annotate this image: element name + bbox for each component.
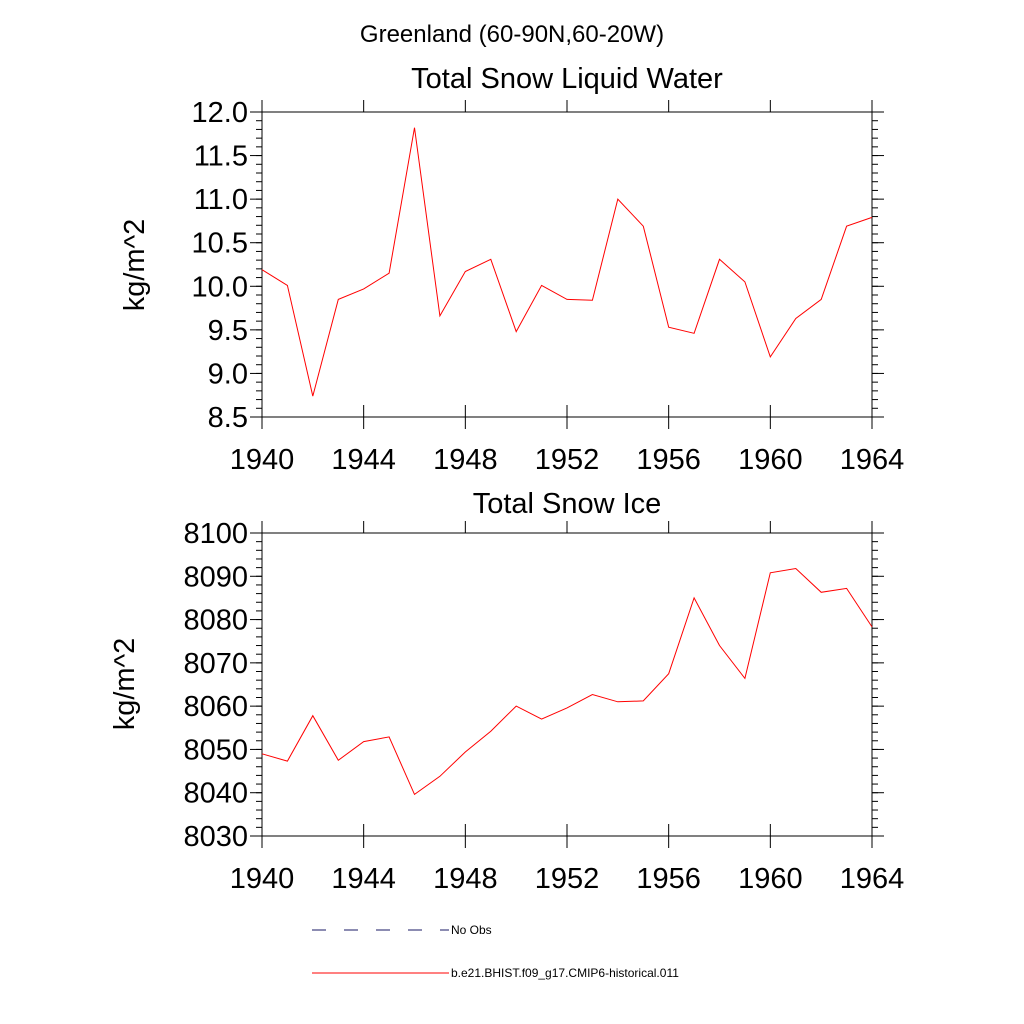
y-tick-label: 8070 xyxy=(183,648,248,680)
chart-suptitle: Greenland (60-90N,60-20W) xyxy=(360,21,664,48)
y-tick-label: 9.5 xyxy=(208,315,248,347)
y-tick-label: 8080 xyxy=(183,605,248,637)
data-point xyxy=(617,198,619,200)
data-point xyxy=(770,572,772,574)
data-point xyxy=(414,794,416,796)
data-point xyxy=(566,299,568,301)
y-axis-label: kg/m^2 xyxy=(119,219,151,312)
data-point xyxy=(566,707,568,709)
y-tick-label: 11.0 xyxy=(194,184,248,216)
legend-item-model: b.e21.BHIST.f09_g17.CMIP6-historical.011 xyxy=(312,966,679,980)
data-point xyxy=(795,318,797,320)
data-point xyxy=(642,225,644,227)
data-point xyxy=(541,285,543,287)
data-point xyxy=(287,285,289,287)
x-tick-label: 1960 xyxy=(738,863,803,895)
y-tick-label: 9.0 xyxy=(208,358,248,390)
y-tick-label: 8030 xyxy=(183,821,248,853)
data-point xyxy=(515,705,517,707)
x-tick-label: 1964 xyxy=(840,863,905,895)
plot-frame xyxy=(261,111,873,418)
data-point xyxy=(820,299,822,301)
data-point xyxy=(820,592,822,594)
data-point xyxy=(871,626,873,628)
panel-snow-ice: Total Snow Ice kg/m^2 1940 1944 1948 1952 19… xyxy=(109,488,904,895)
panel-snow-liquid-water: Total Snow Liquid Water kg/m^2 1940 1944 1… xyxy=(119,63,904,476)
data-point xyxy=(490,730,492,732)
data-point xyxy=(846,225,848,227)
data-point xyxy=(592,694,594,696)
x-tick-label: 1948 xyxy=(433,444,498,476)
data-point xyxy=(337,759,339,761)
y-tick-label: 8040 xyxy=(183,778,248,810)
data-point xyxy=(541,718,543,720)
x-tick-label: 1944 xyxy=(331,444,396,476)
data-point xyxy=(312,395,314,397)
y-tick-label: 8.5 xyxy=(208,402,248,434)
data-point xyxy=(770,356,772,358)
data-point xyxy=(744,281,746,283)
data-point xyxy=(617,701,619,703)
x-tick-label: 1956 xyxy=(636,863,701,895)
y-tick-label: 11.5 xyxy=(194,141,248,173)
x-tick-label: 1952 xyxy=(535,444,600,476)
data-point xyxy=(515,331,517,333)
x-tick-label: 1948 xyxy=(433,863,498,895)
legend-label: b.e21.BHIST.f09_g17.CMIP6-historical.011 xyxy=(451,966,679,980)
legend-label: No Obs xyxy=(451,923,492,937)
data-point xyxy=(388,272,390,274)
data-point xyxy=(261,753,263,755)
data-point xyxy=(439,315,441,317)
data-point xyxy=(363,288,365,290)
y-tick-label: 8050 xyxy=(183,734,248,766)
data-point xyxy=(261,269,263,271)
legend-item-obs: No Obs xyxy=(312,923,492,937)
x-tick-label: 1952 xyxy=(535,863,600,895)
data-point xyxy=(465,751,467,753)
y-axis-label: kg/m^2 xyxy=(109,638,141,731)
data-point xyxy=(287,760,289,762)
y-tick-label: 10.0 xyxy=(192,271,248,303)
y-tick-label: 10.5 xyxy=(192,228,248,260)
y-tick-label: 8090 xyxy=(183,561,248,593)
data-point xyxy=(795,568,797,570)
series-line xyxy=(261,127,873,397)
data-point xyxy=(719,258,721,260)
data-point xyxy=(490,258,492,260)
data-point xyxy=(439,775,441,777)
data-point xyxy=(414,127,416,129)
x-tick-label: 1940 xyxy=(230,444,295,476)
data-point xyxy=(363,741,365,743)
y-tick-label: 8060 xyxy=(183,691,248,723)
x-tick-label: 1940 xyxy=(230,863,295,895)
data-point xyxy=(465,271,467,273)
data-point xyxy=(312,715,314,717)
x-tick-label: 1960 xyxy=(738,444,803,476)
y-tick-label: 8100 xyxy=(183,518,248,550)
data-point xyxy=(668,326,670,328)
data-point xyxy=(668,673,670,675)
data-point xyxy=(388,736,390,738)
data-point xyxy=(337,299,339,301)
data-point xyxy=(846,588,848,590)
data-point xyxy=(642,700,644,702)
x-tick-label: 1944 xyxy=(331,863,396,895)
y-tick-label: 12.0 xyxy=(192,97,248,129)
x-tick-label: 1956 xyxy=(636,444,701,476)
data-point xyxy=(693,597,695,599)
data-point xyxy=(744,678,746,680)
panel-title: Total Snow Ice xyxy=(473,488,662,520)
data-point xyxy=(871,217,873,219)
x-tick-label: 1964 xyxy=(840,444,905,476)
data-point xyxy=(693,333,695,335)
plot-frame xyxy=(261,532,873,837)
legend: No Obs b.e21.BHIST.f09_g17.CMIP6-histori… xyxy=(312,923,679,980)
data-point xyxy=(719,645,721,647)
panel-title: Total Snow Liquid Water xyxy=(411,63,723,95)
data-point xyxy=(592,299,594,301)
series-line xyxy=(261,567,873,796)
